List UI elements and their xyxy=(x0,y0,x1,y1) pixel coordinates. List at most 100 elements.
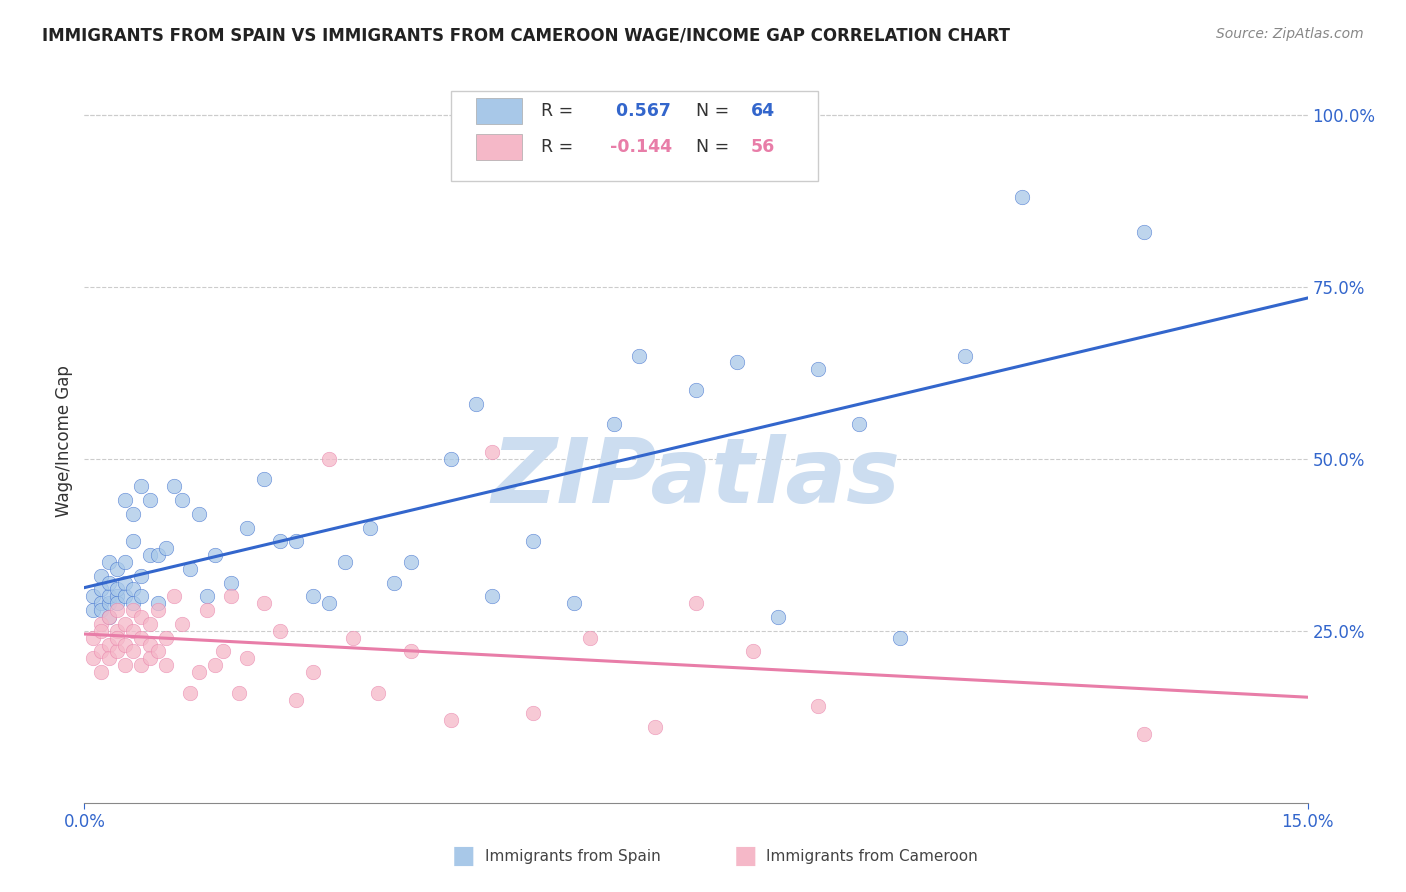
Point xyxy=(807,699,830,714)
Point xyxy=(236,520,259,534)
Point xyxy=(97,590,120,604)
Point xyxy=(155,658,177,673)
Point xyxy=(105,644,128,658)
Point xyxy=(359,520,381,534)
Point xyxy=(219,590,242,604)
Text: N =: N = xyxy=(696,103,735,120)
Point xyxy=(114,658,136,673)
Text: 0.567: 0.567 xyxy=(610,103,671,120)
Point xyxy=(522,534,544,549)
Point xyxy=(97,610,120,624)
Text: IMMIGRANTS FROM SPAIN VS IMMIGRANTS FROM CAMEROON WAGE/INCOME GAP CORRELATION CH: IMMIGRANTS FROM SPAIN VS IMMIGRANTS FROM… xyxy=(42,27,1010,45)
Point xyxy=(122,596,145,610)
Point xyxy=(269,534,291,549)
Point xyxy=(82,603,104,617)
Point xyxy=(179,562,201,576)
Point xyxy=(219,575,242,590)
Point xyxy=(105,582,128,597)
Point xyxy=(114,616,136,631)
Point xyxy=(481,590,503,604)
Point xyxy=(522,706,544,721)
Point xyxy=(114,493,136,508)
Point xyxy=(382,575,405,590)
Point xyxy=(163,590,186,604)
Point xyxy=(481,445,503,459)
Point xyxy=(114,590,136,604)
Point xyxy=(253,472,276,486)
Point xyxy=(685,596,707,610)
Text: 64: 64 xyxy=(751,103,775,120)
Text: R =: R = xyxy=(541,138,578,156)
Point xyxy=(236,651,259,665)
Point xyxy=(187,665,209,679)
Point xyxy=(228,686,250,700)
Point xyxy=(146,548,169,562)
Point xyxy=(269,624,291,638)
Point xyxy=(848,417,870,432)
Point xyxy=(105,603,128,617)
Point xyxy=(105,596,128,610)
Point xyxy=(1133,225,1156,239)
Point xyxy=(644,720,666,734)
FancyBboxPatch shape xyxy=(475,98,522,124)
Point xyxy=(105,631,128,645)
Point xyxy=(146,596,169,610)
Point xyxy=(90,616,112,631)
Point xyxy=(335,555,357,569)
Point xyxy=(195,603,218,617)
Point xyxy=(97,596,120,610)
Point xyxy=(131,568,153,582)
Point xyxy=(285,534,308,549)
Text: Immigrants from Spain: Immigrants from Spain xyxy=(485,849,661,863)
Point xyxy=(82,651,104,665)
Point xyxy=(122,624,145,638)
Point xyxy=(399,644,422,658)
Point xyxy=(155,541,177,556)
Point xyxy=(97,575,120,590)
Point xyxy=(285,692,308,706)
Point xyxy=(163,479,186,493)
Point xyxy=(195,590,218,604)
Point xyxy=(179,686,201,700)
Point xyxy=(367,686,389,700)
Point xyxy=(464,397,486,411)
Point xyxy=(131,479,153,493)
Text: -0.144: -0.144 xyxy=(610,138,672,156)
Text: Source: ZipAtlas.com: Source: ZipAtlas.com xyxy=(1216,27,1364,41)
Point xyxy=(138,638,160,652)
Point xyxy=(97,651,120,665)
FancyBboxPatch shape xyxy=(451,91,818,181)
Point xyxy=(90,596,112,610)
Point xyxy=(131,631,153,645)
Point xyxy=(212,644,235,658)
Point xyxy=(138,651,160,665)
Point xyxy=(342,631,364,645)
Point xyxy=(97,638,120,652)
Point xyxy=(579,631,602,645)
Point xyxy=(889,631,911,645)
Point xyxy=(399,555,422,569)
Point xyxy=(1133,727,1156,741)
Point xyxy=(122,534,145,549)
Point xyxy=(90,603,112,617)
Point xyxy=(1011,190,1033,204)
Point xyxy=(204,658,226,673)
Point xyxy=(318,596,340,610)
Point xyxy=(90,624,112,638)
Point xyxy=(82,631,104,645)
Point xyxy=(138,548,160,562)
Point xyxy=(114,555,136,569)
Point xyxy=(131,658,153,673)
Point xyxy=(562,596,585,610)
Point xyxy=(122,507,145,521)
Point xyxy=(627,349,650,363)
Point xyxy=(953,349,976,363)
Point xyxy=(253,596,276,610)
Point xyxy=(172,493,194,508)
Point xyxy=(97,555,120,569)
Point xyxy=(807,362,830,376)
Point xyxy=(131,590,153,604)
Point xyxy=(90,644,112,658)
Point xyxy=(105,590,128,604)
Text: N =: N = xyxy=(696,138,735,156)
